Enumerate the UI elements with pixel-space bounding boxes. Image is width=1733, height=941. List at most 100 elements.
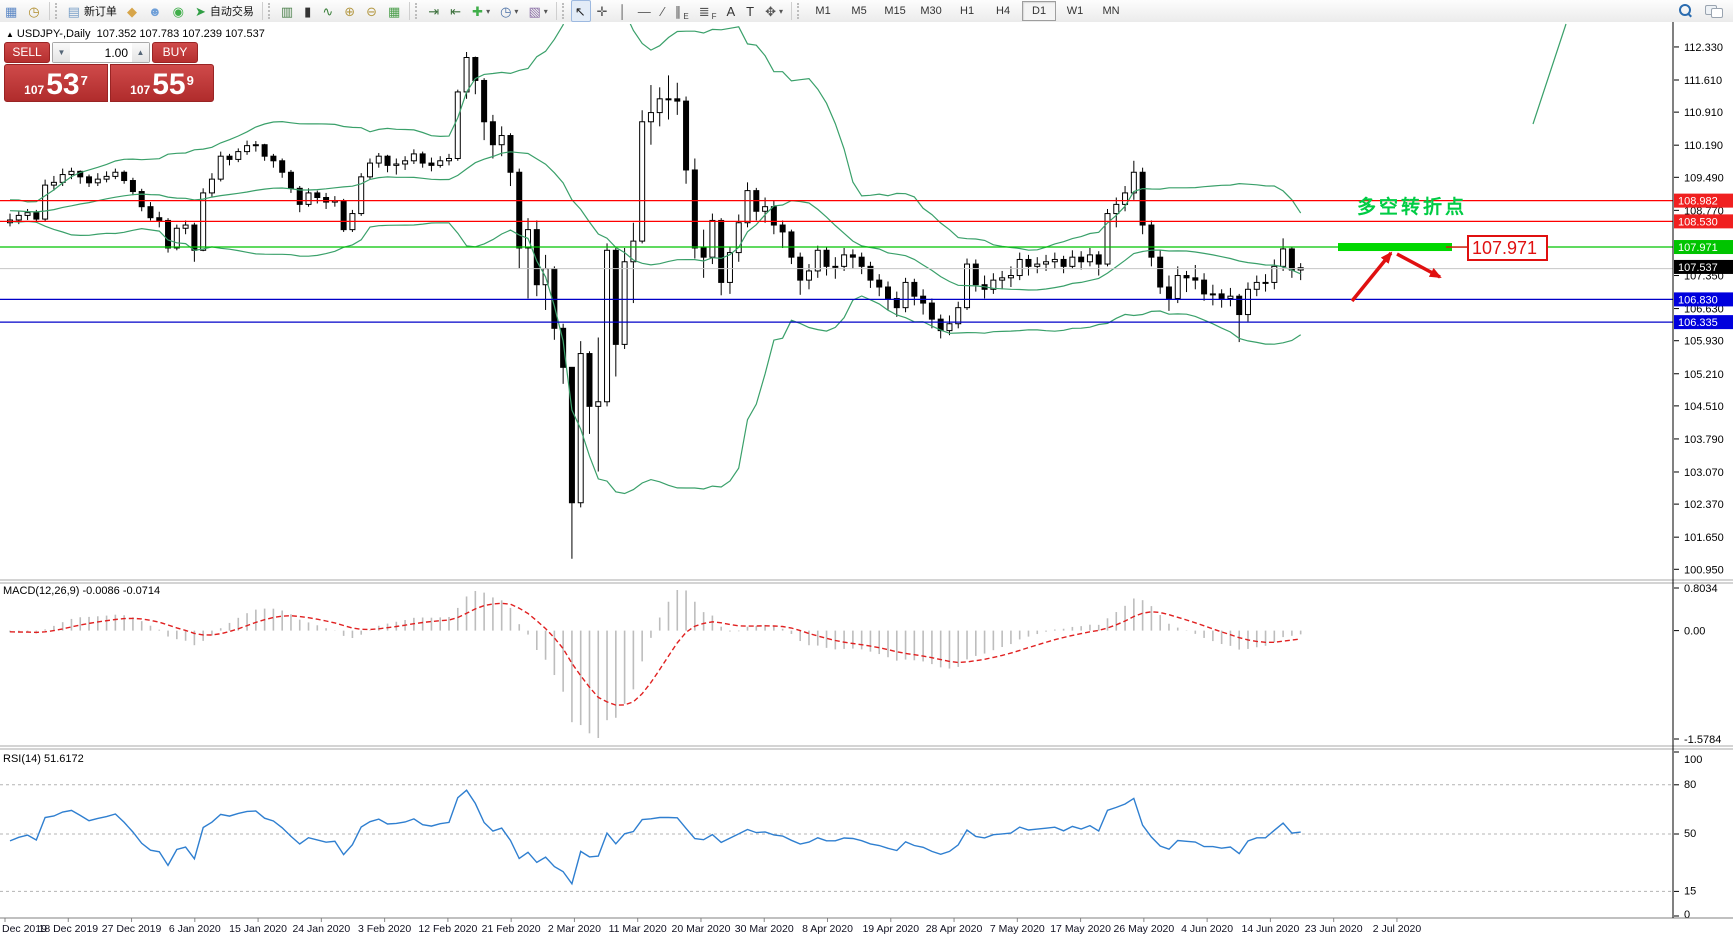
volume-increase-button[interactable]: ▲	[132, 43, 149, 62]
expert-advisors-button[interactable]: ☻	[144, 0, 167, 22]
svg-text:103.070: 103.070	[1684, 467, 1724, 479]
candle	[1139, 171, 1146, 226]
candle	[1271, 265, 1278, 283]
horizontal-line-button[interactable]: —	[634, 0, 656, 22]
price-badge	[1674, 259, 1733, 274]
buy-price[interactable]: 107 55 9	[110, 64, 214, 102]
equidistant-channel-button[interactable]: ∥ E	[671, 0, 693, 22]
expert-advisors-icon: ☻	[147, 3, 162, 19]
candle	[1183, 275, 1190, 279]
red-arrow-object[interactable]	[1350, 251, 1393, 303]
periods-button[interactable]: ◷ ▾	[496, 0, 522, 22]
vertical-line-button[interactable]: │	[615, 0, 632, 22]
volume-input[interactable]	[70, 43, 132, 62]
candle	[393, 163, 400, 166]
timeframe-button-h4[interactable]: H4	[996, 5, 1011, 17]
arrows-button[interactable]: ✥ ▾	[761, 0, 787, 22]
sell-button[interactable]: SELL	[4, 42, 50, 63]
candle	[911, 281, 918, 297]
line-chart-icon: ∿	[322, 3, 334, 19]
metaeditor-button[interactable]: ◆	[123, 0, 142, 22]
timeframe-button-m15[interactable]: M15	[884, 5, 906, 17]
candle	[683, 100, 690, 171]
zoom-out-button[interactable]: ⊖	[362, 0, 382, 22]
rsi-line	[9, 789, 1301, 886]
timeframe-button-m1[interactable]: M1	[815, 5, 831, 17]
candle	[1078, 256, 1085, 263]
periods-icon: ◷	[500, 3, 512, 19]
timeframe-button-m30[interactable]: M30	[920, 5, 942, 17]
sub-letter: F	[711, 12, 717, 21]
candle	[138, 191, 145, 208]
dropdown-arrow-icon: ▾	[543, 6, 548, 16]
new-chart-button[interactable]: ▦	[1, 0, 22, 22]
indicators-button[interactable]: ✚ ▾	[468, 0, 494, 22]
chart-shift-icon: ⇤	[450, 3, 462, 19]
candle	[805, 270, 812, 281]
autotrading-button[interactable]: ➤ 自动交易	[191, 0, 258, 22]
profiles-button[interactable]: ◷	[24, 0, 44, 22]
horizontal-line-icon: —	[637, 3, 651, 19]
candle	[86, 176, 93, 184]
text-button[interactable]: A	[723, 0, 741, 22]
candle	[446, 157, 452, 162]
toolbar-separator	[409, 2, 411, 20]
cursor-button[interactable]: ↖	[570, 0, 591, 22]
bar-chart-button[interactable]: ▥	[277, 0, 298, 22]
timeframe-button-m5[interactable]: M5	[851, 5, 867, 17]
tile-windows-button[interactable]: ▦	[384, 0, 405, 22]
line-chart-button[interactable]: ∿	[318, 0, 338, 22]
candle	[691, 169, 698, 249]
templates-button[interactable]: ▧ ▾	[524, 0, 551, 22]
svg-text:17 May 2020: 17 May 2020	[1050, 923, 1111, 935]
candle	[454, 91, 461, 159]
svg-text:109.490: 109.490	[1684, 172, 1724, 184]
price-callout-box[interactable]	[1467, 235, 1548, 261]
new-order-button[interactable]: ▤ 新订单	[64, 0, 121, 22]
svg-text:103.790: 103.790	[1684, 434, 1724, 446]
candle	[832, 265, 839, 268]
candlestick-chart-button[interactable]: ▮	[300, 0, 316, 22]
trendline-button[interactable]: ∕	[658, 0, 669, 22]
timeframe-button-w1[interactable]: W1	[1066, 5, 1084, 17]
candle	[621, 261, 628, 345]
chart-shift-button[interactable]: ⇤	[446, 0, 466, 22]
timeframe-button-d1[interactable]: D1	[1022, 1, 1057, 21]
sell-price[interactable]: 107 53 7	[4, 64, 108, 102]
candle	[244, 145, 251, 153]
svg-text:105.210: 105.210	[1684, 369, 1724, 381]
crosshair-button[interactable]: ✛	[593, 0, 613, 22]
svg-text:0.00: 0.00	[1684, 626, 1705, 638]
candle	[33, 212, 40, 220]
price-badge	[1674, 214, 1733, 229]
timeframe-button-mn[interactable]: MN	[1102, 5, 1120, 17]
candle	[129, 180, 136, 193]
zoom-in-button[interactable]: ⊕	[340, 0, 360, 22]
text-label-button[interactable]: T	[742, 0, 759, 22]
turning-point-text[interactable]: 多空转折点	[1357, 195, 1467, 218]
buy-button[interactable]: BUY	[152, 42, 198, 63]
price-badge	[1674, 193, 1733, 208]
fibonacci-button[interactable]: ≣ F	[695, 0, 721, 22]
auto-scroll-button[interactable]: ⇥	[424, 0, 444, 22]
toolbar-grip	[267, 3, 274, 19]
svg-text:100.950: 100.950	[1684, 564, 1724, 576]
chart-title: ▲ USDJPY-,Daily 107.352 107.783 107.239 1…	[6, 28, 265, 40]
trendline-object	[1532, 23, 1567, 125]
turning-point-bar[interactable]	[1338, 243, 1452, 252]
volume-decrease-button[interactable]: ▼	[53, 43, 70, 62]
timeframe-button-h1[interactable]: H1	[960, 5, 975, 17]
candle	[1043, 261, 1050, 265]
search-icon[interactable]	[1677, 3, 1693, 19]
chat-icon[interactable]	[1705, 4, 1723, 18]
red-arrow-object[interactable]	[1396, 252, 1442, 279]
chart-collapse-icon[interactable]: ▲	[6, 30, 14, 39]
svg-text:110.190: 110.190	[1684, 140, 1723, 152]
horizontal-line-objects[interactable]	[0, 200, 1673, 323]
dropdown-arrow-icon: ▾	[779, 6, 784, 16]
toolbar-grip	[54, 3, 61, 19]
bollinger-upper-band	[9, 24, 1302, 251]
svg-text:102.370: 102.370	[1684, 499, 1724, 511]
signals-button[interactable]: ◉	[169, 0, 189, 22]
